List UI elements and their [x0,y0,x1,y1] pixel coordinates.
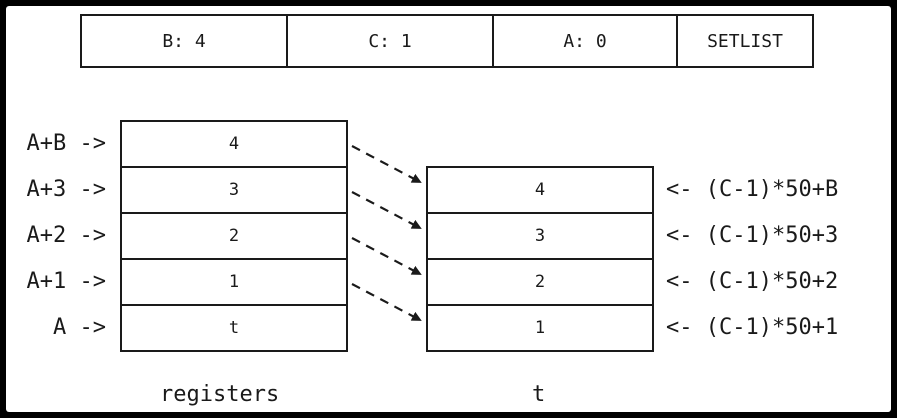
table-index-label: <- (C-1)*50+B [666,177,839,202]
instr-opcode: SETLIST [676,14,814,68]
register-label: A+2 -> [26,223,106,248]
instr-field-b: B: 4 [80,14,288,68]
dashed-arrow [351,237,422,275]
table-cell: 4 [426,166,654,214]
copy-arrows [351,145,422,321]
register-cell: 1 [120,258,348,306]
dashed-arrow [351,145,422,183]
register-label: A+1 -> [26,269,106,294]
table-cell: 1 [426,304,654,352]
table-caption: t [532,382,546,407]
dashed-arrow [351,283,422,321]
register-label: A -> [53,315,106,340]
diagram-canvas: B: 4 C: 1 A: 0 SETLIST 4 3 2 1 t A+B -> … [6,6,891,412]
instr-field-a: A: 0 [492,14,678,68]
register-cell: 4 [120,120,348,168]
instr-field-c: C: 1 [286,14,494,68]
table-index-label: <- (C-1)*50+2 [666,269,839,294]
table-index-label: <- (C-1)*50+1 [666,315,839,340]
register-cell: t [120,304,348,352]
register-label: A+3 -> [26,177,106,202]
registers-caption: registers [160,382,280,407]
dashed-arrow [351,191,422,229]
register-label: A+B -> [26,131,106,156]
table-index-label: <- (C-1)*50+3 [666,223,839,248]
